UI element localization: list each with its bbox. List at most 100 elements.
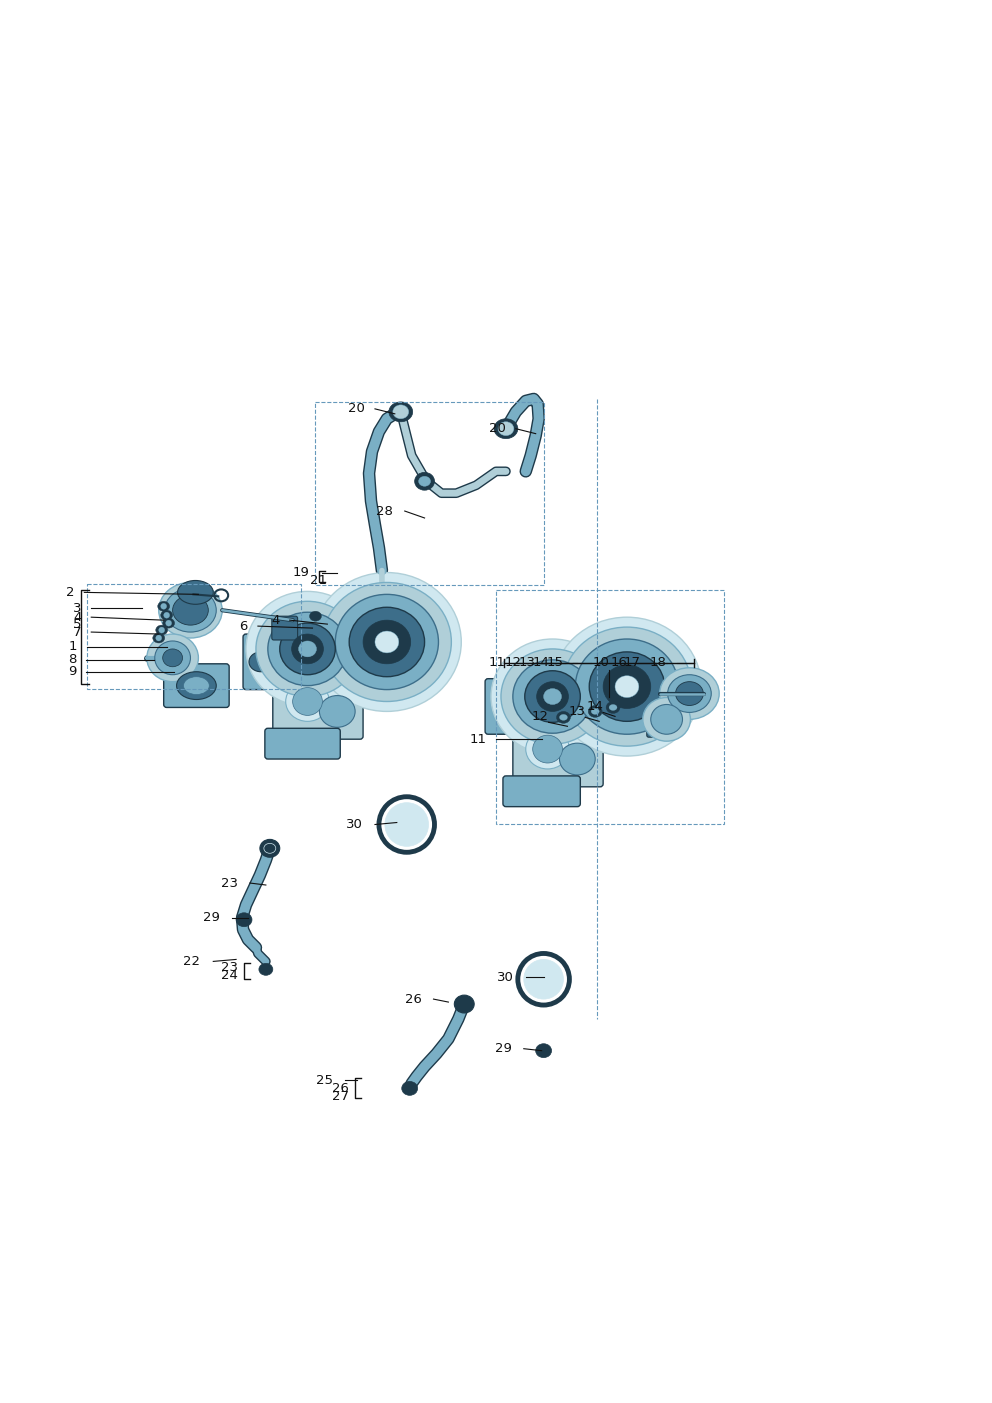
Ellipse shape bbox=[335, 595, 438, 690]
Text: 23: 23 bbox=[221, 961, 238, 974]
Ellipse shape bbox=[147, 634, 198, 682]
Text: 23: 23 bbox=[221, 877, 238, 890]
Ellipse shape bbox=[163, 619, 175, 629]
Text: 20: 20 bbox=[489, 422, 506, 435]
Ellipse shape bbox=[575, 689, 607, 718]
Ellipse shape bbox=[557, 711, 570, 724]
Ellipse shape bbox=[178, 581, 213, 605]
Ellipse shape bbox=[292, 634, 323, 664]
Ellipse shape bbox=[588, 706, 602, 717]
Ellipse shape bbox=[575, 638, 679, 734]
Ellipse shape bbox=[249, 652, 273, 672]
Ellipse shape bbox=[537, 682, 568, 711]
Text: 6: 6 bbox=[240, 620, 248, 633]
Ellipse shape bbox=[349, 607, 425, 676]
Ellipse shape bbox=[660, 668, 719, 720]
Ellipse shape bbox=[643, 697, 690, 741]
Ellipse shape bbox=[591, 709, 599, 714]
Ellipse shape bbox=[501, 650, 604, 744]
FancyBboxPatch shape bbox=[513, 724, 603, 787]
Text: 18: 18 bbox=[650, 657, 667, 669]
Ellipse shape bbox=[559, 744, 595, 774]
Text: 4: 4 bbox=[272, 613, 280, 627]
Ellipse shape bbox=[260, 839, 280, 857]
Text: 15: 15 bbox=[547, 657, 563, 669]
Ellipse shape bbox=[164, 612, 170, 619]
Text: 10: 10 bbox=[592, 657, 609, 669]
Ellipse shape bbox=[375, 631, 399, 652]
Ellipse shape bbox=[286, 682, 329, 721]
Ellipse shape bbox=[533, 735, 562, 763]
Ellipse shape bbox=[393, 405, 409, 418]
Text: 29: 29 bbox=[495, 1042, 512, 1055]
Ellipse shape bbox=[322, 582, 451, 702]
Ellipse shape bbox=[312, 572, 461, 711]
Ellipse shape bbox=[606, 702, 620, 713]
FancyBboxPatch shape bbox=[310, 629, 388, 689]
Ellipse shape bbox=[299, 641, 316, 657]
Ellipse shape bbox=[165, 588, 216, 633]
Text: 12: 12 bbox=[532, 710, 549, 723]
Ellipse shape bbox=[419, 476, 431, 487]
Ellipse shape bbox=[161, 610, 173, 620]
Ellipse shape bbox=[156, 636, 162, 641]
Ellipse shape bbox=[158, 602, 170, 612]
Ellipse shape bbox=[651, 704, 682, 734]
FancyBboxPatch shape bbox=[265, 728, 340, 759]
Ellipse shape bbox=[159, 627, 165, 633]
Ellipse shape bbox=[166, 620, 172, 626]
Ellipse shape bbox=[491, 638, 614, 753]
Ellipse shape bbox=[513, 659, 592, 734]
Text: 27: 27 bbox=[332, 1090, 349, 1103]
Ellipse shape bbox=[280, 623, 335, 675]
Text: 9: 9 bbox=[68, 665, 76, 678]
Ellipse shape bbox=[259, 964, 273, 975]
Text: 16: 16 bbox=[610, 657, 627, 669]
Ellipse shape bbox=[155, 641, 190, 675]
Text: 4: 4 bbox=[73, 610, 81, 624]
Ellipse shape bbox=[331, 643, 367, 675]
Text: 29: 29 bbox=[203, 912, 220, 925]
Ellipse shape bbox=[603, 665, 651, 709]
Ellipse shape bbox=[293, 687, 322, 716]
Ellipse shape bbox=[525, 671, 580, 723]
FancyBboxPatch shape bbox=[273, 679, 363, 739]
Ellipse shape bbox=[609, 704, 617, 710]
FancyBboxPatch shape bbox=[164, 664, 229, 707]
Ellipse shape bbox=[163, 650, 183, 666]
Ellipse shape bbox=[402, 1082, 418, 1096]
Text: 14: 14 bbox=[586, 700, 603, 713]
Circle shape bbox=[524, 960, 563, 999]
Text: 30: 30 bbox=[497, 971, 514, 984]
FancyBboxPatch shape bbox=[243, 634, 279, 690]
Ellipse shape bbox=[668, 675, 711, 713]
FancyBboxPatch shape bbox=[647, 711, 676, 737]
Bar bbox=[315, 401, 544, 585]
Ellipse shape bbox=[544, 689, 561, 704]
Ellipse shape bbox=[363, 620, 411, 664]
Ellipse shape bbox=[268, 612, 347, 686]
FancyBboxPatch shape bbox=[272, 616, 298, 640]
Ellipse shape bbox=[389, 401, 413, 422]
Text: 3: 3 bbox=[72, 602, 81, 615]
Text: 2: 2 bbox=[65, 586, 74, 599]
Circle shape bbox=[385, 803, 429, 846]
Text: 21: 21 bbox=[310, 574, 327, 586]
Ellipse shape bbox=[676, 682, 703, 706]
Text: 11: 11 bbox=[469, 732, 486, 746]
Ellipse shape bbox=[184, 676, 209, 694]
Ellipse shape bbox=[454, 995, 474, 1013]
Text: 28: 28 bbox=[376, 505, 393, 518]
Ellipse shape bbox=[246, 592, 369, 707]
Ellipse shape bbox=[153, 633, 165, 643]
Text: 20: 20 bbox=[348, 403, 365, 415]
Text: 1: 1 bbox=[68, 640, 77, 654]
Ellipse shape bbox=[177, 672, 216, 700]
Text: 22: 22 bbox=[184, 955, 200, 968]
Bar bbox=[87, 585, 301, 689]
Text: 30: 30 bbox=[346, 818, 363, 831]
FancyBboxPatch shape bbox=[485, 679, 521, 734]
Text: 7: 7 bbox=[72, 626, 81, 638]
Ellipse shape bbox=[156, 626, 168, 636]
Ellipse shape bbox=[562, 627, 691, 746]
